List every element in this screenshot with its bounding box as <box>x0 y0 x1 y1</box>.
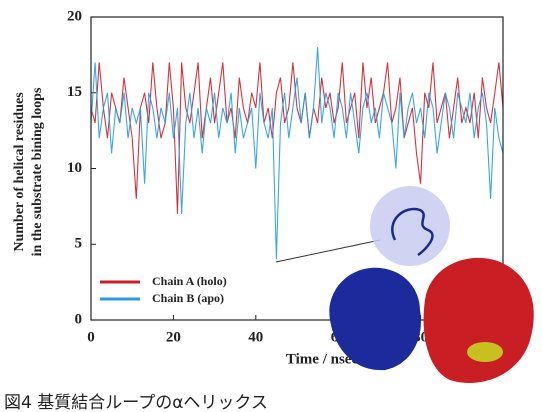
legend-label: Chain B (apo) <box>152 291 224 305</box>
y-tick-label: 5 <box>75 236 83 252</box>
loop <box>391 207 434 257</box>
y-axis-label-group: Number of helical residues in the substr… <box>12 87 45 256</box>
y-axis-label: Number of helical residues <box>12 92 27 252</box>
figure-caption: 図4 基質結合ループのαヘリックス <box>4 393 268 412</box>
y-tick-label: 0 <box>75 311 83 327</box>
x-axis-label: Time / nsec <box>286 351 359 367</box>
blue-domain <box>329 267 421 371</box>
highlight-circle <box>370 186 450 266</box>
y-tick-label: 10 <box>67 160 82 176</box>
y-tick-label: 15 <box>67 84 82 100</box>
plot-frame <box>90 16 504 321</box>
x-tick-label: 20 <box>166 329 181 345</box>
series-line <box>90 62 504 214</box>
protein-illustration <box>275 186 534 384</box>
legend-label: Chain A (holo) <box>152 274 227 288</box>
series-line <box>90 47 504 260</box>
y-tick-label: 20 <box>67 8 82 24</box>
annotation-pointer <box>275 239 381 263</box>
red-domain <box>423 257 534 384</box>
y-axis-label: in the substrate bining loops <box>30 87 45 256</box>
x-tick-label: 40 <box>248 329 263 345</box>
x-tick-label: 0 <box>87 329 95 345</box>
ligand <box>467 342 503 362</box>
